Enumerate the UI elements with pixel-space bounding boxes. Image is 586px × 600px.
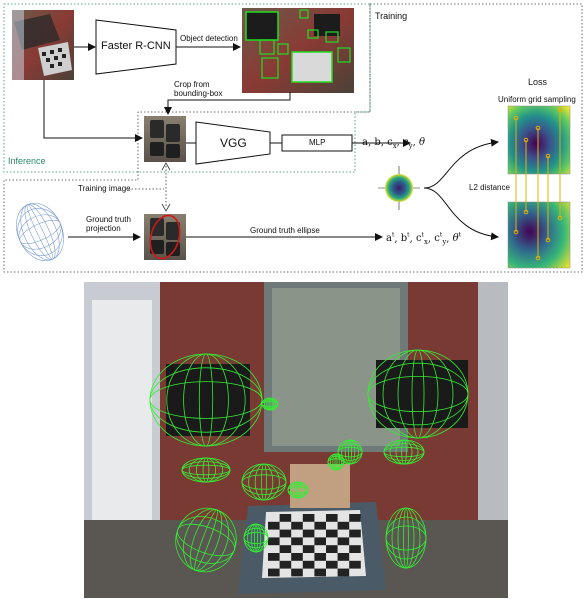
chessboard [268, 514, 361, 577]
sample-lines [513, 107, 563, 261]
inference-region-border [3, 3, 371, 173]
vgg-block [195, 121, 271, 165]
gt-parameters: at, bt, ctx, cty, θt [386, 232, 462, 247]
param-a: a [362, 137, 368, 148]
faster-rcnn-label: Faster R-CNN [101, 40, 171, 52]
gt-param-theta: θt [452, 232, 462, 245]
gt-ellipse-label: Ground truth ellipse [250, 226, 320, 235]
gt-param-a: at [386, 232, 395, 245]
loss-map-bottom [507, 201, 571, 269]
detected-ellipsoids [149, 349, 469, 573]
uniform-grid-label: Uniform grid sampling [498, 95, 576, 104]
gt-crop-image [144, 214, 186, 260]
loss-label: Loss [528, 77, 548, 87]
param-theta: θ [418, 137, 425, 148]
l2-distance-label: L2 distance [469, 183, 510, 192]
gt-param-cy: cty [434, 232, 447, 247]
object-detection-label: Object detection [180, 34, 238, 43]
predicted-parameters: a, b, cx, cy, θ [362, 137, 425, 150]
inference-label: Inference [8, 156, 46, 166]
gt-param-cx: ctx [415, 232, 428, 247]
param-b: b [374, 137, 381, 148]
gt-projection-label: Ground truth projection [86, 215, 131, 234]
param-cx: cx [387, 137, 397, 150]
gt-wireframe-ellipsoid [16, 202, 64, 262]
ellipse-visualization [378, 166, 420, 210]
training-label: Training [375, 11, 408, 21]
gt-param-b: bt [400, 232, 410, 245]
input-image [12, 10, 74, 80]
crop-from-bbox-label: Crop from bounding-box [174, 80, 223, 99]
training-region-border [3, 3, 583, 273]
param-cy: cy [403, 137, 413, 150]
crop-image [144, 116, 186, 162]
training-image-label: Training image [78, 184, 131, 193]
vgg-label: VGG [220, 136, 247, 150]
detection-image [242, 8, 354, 93]
faster-rcnn-block [95, 19, 177, 75]
mlp-label: MLP [309, 138, 326, 147]
scene-photo [84, 282, 508, 598]
